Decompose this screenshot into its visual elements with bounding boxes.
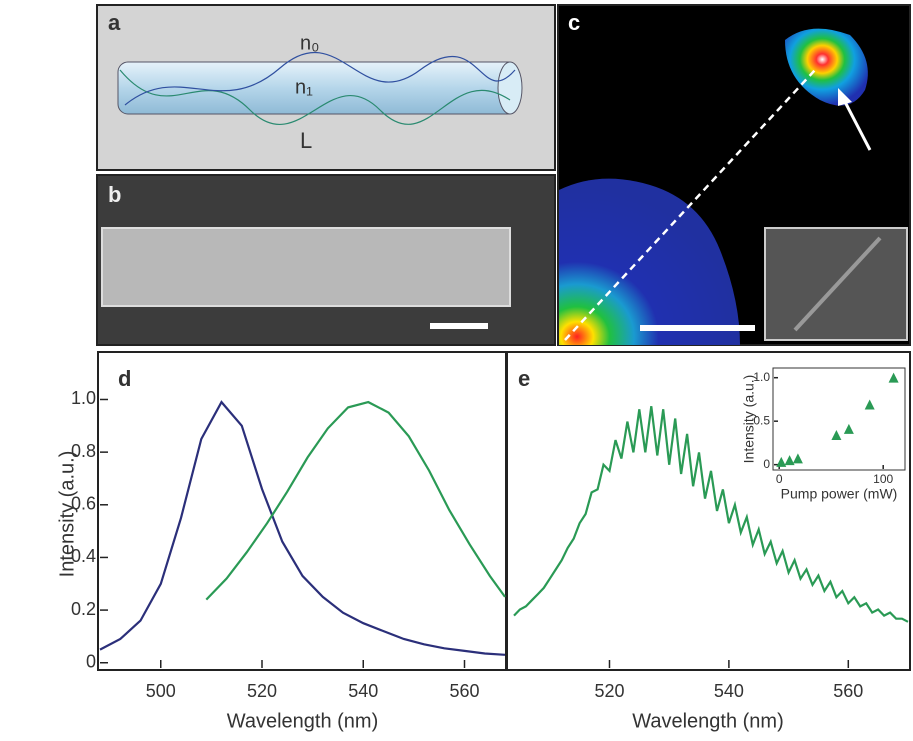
tube [117,61,519,115]
x-tick-label: 0 [776,472,783,486]
dashed-line [564,69,816,341]
panel-label: c [568,10,580,35]
x-tick-label: 500 [146,681,176,701]
x-tick-label: 560 [449,681,479,701]
panel-label: a [108,10,121,35]
x-axis-label: Wavelength (nm) [632,710,784,732]
y-tick-label: 0.5 [753,413,770,427]
panel-label: d [118,366,131,391]
ray [124,52,516,106]
y-axis-label: Intensity (a.u.) [56,451,78,578]
panel-label: e [518,366,530,391]
x-tick-label: 540 [714,681,744,701]
inset-wire [793,236,882,332]
inset-frame [772,367,906,471]
x-axis-label: Wavelength (nm) [227,710,379,732]
data-point [792,453,803,464]
data-line [99,400,506,656]
y-tick-label: 0 [763,457,770,471]
x-tick-label: 540 [348,681,378,701]
y-tick-label: 0 [86,651,96,671]
y-tick-label: 1.0 [71,388,96,408]
data-point [843,423,854,434]
annotation: L [300,128,312,153]
data-point [864,399,875,410]
x-tick-label: 560 [833,681,863,701]
y-tick-label: 0.4 [71,546,96,566]
arrowhead [838,88,852,106]
y-tick-label: 0.6 [71,494,96,514]
scale-bar [640,325,755,331]
panel-e-frame [506,351,911,671]
x-axis-label: Pump power (mW) [781,486,898,502]
arrow [841,97,872,151]
data-point [831,429,842,440]
y-tick-label: 0.2 [71,599,96,619]
x-tick-label: 520 [247,681,277,701]
nanowire-image [101,227,511,307]
panel-label: b [108,182,121,207]
scale-bar [430,323,488,329]
y-axis-label: Intensity (a.u.) [741,375,757,464]
data-line [205,400,506,601]
x-tick-label: 100 [873,472,893,486]
annotation: n₀ [300,32,319,54]
y-tick-label: 1.0 [753,370,770,384]
panel-d-frame [97,351,507,671]
tube-end [497,61,523,115]
data-point [776,456,787,467]
data-point [888,372,899,383]
annotation: n₁ [295,76,313,98]
emission-spot [559,178,740,345]
data-point [784,455,795,466]
ray [119,69,511,125]
emission-spot [785,28,868,106]
data-line [513,406,909,623]
y-tick-label: 0.8 [71,441,96,461]
x-tick-label: 520 [594,681,624,701]
